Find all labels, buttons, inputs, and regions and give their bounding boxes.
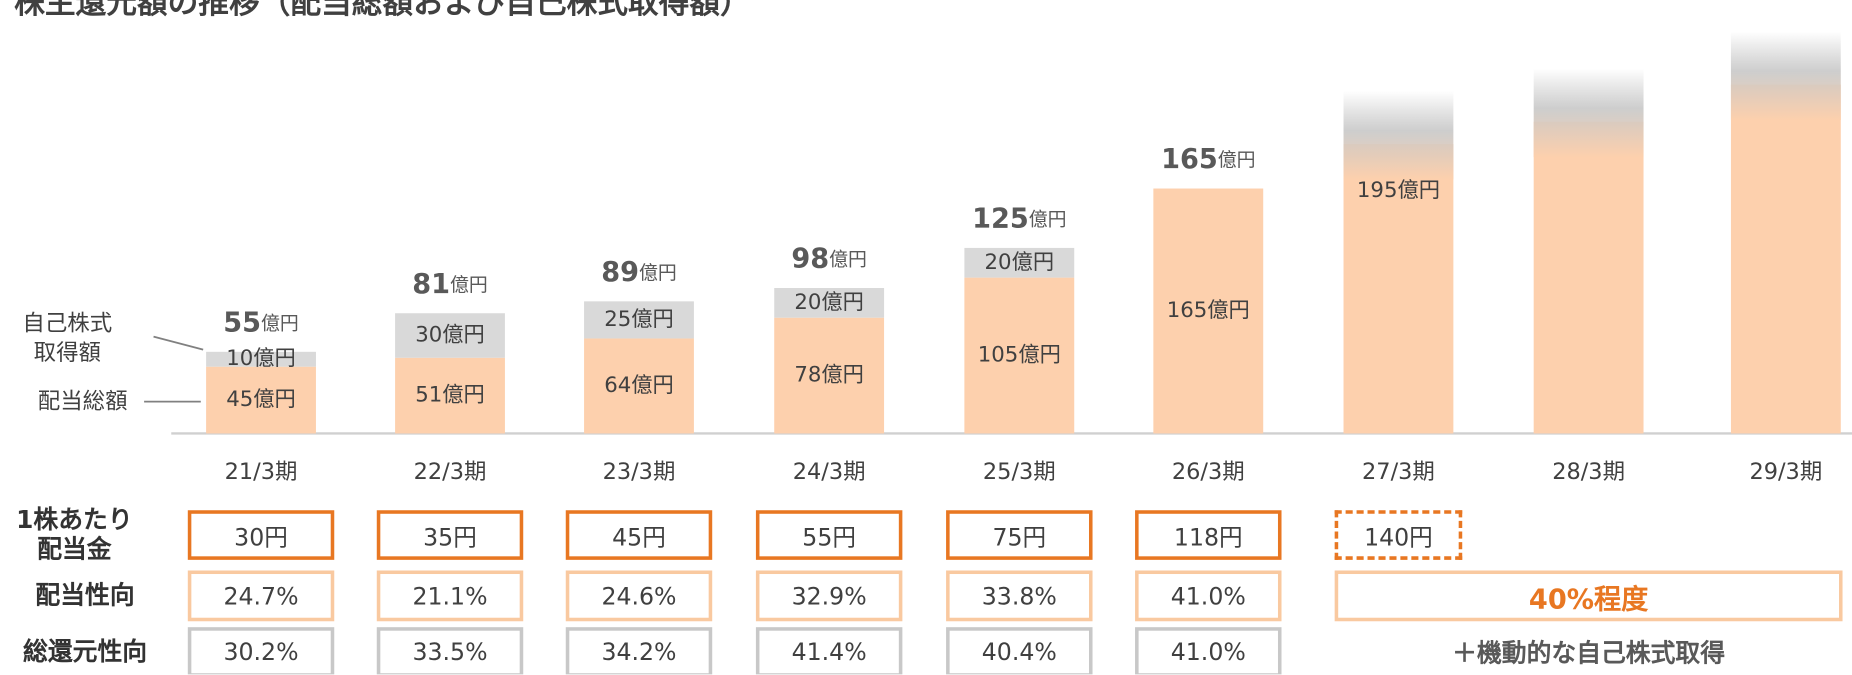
annotation: 自己株式取得額 (22, 310, 113, 367)
table-cell: 41.4% (755, 627, 903, 675)
x-tick-label: 24/3期 (793, 459, 866, 485)
total-value: 81 (412, 268, 450, 299)
value-label: 105億円 (978, 343, 1061, 368)
x-tick-label: 25/3期 (983, 459, 1056, 485)
bar-segment (774, 287, 885, 318)
value-label: 195億円 (1357, 178, 1440, 203)
value-label: 10億円 (226, 346, 296, 371)
total-label: 98億円 (791, 243, 867, 274)
row-label: 総還元性向 (23, 637, 148, 666)
chart-title: 株主還元額の推移（配当総額および自己株式取得額） (14, 0, 751, 21)
table-cell: 41.0% (1135, 570, 1282, 622)
table-cell: 118円 (1135, 510, 1282, 560)
bar-segment (1533, 121, 1644, 434)
value-label: 30億円 (415, 322, 485, 347)
x-tick-label: 28/3期 (1552, 459, 1625, 485)
x-tick-label: 23/3期 (603, 459, 676, 485)
table-cell: 24.6% (565, 570, 713, 622)
total-value: 98 (791, 243, 829, 274)
bar-segment (1153, 188, 1264, 434)
bar-segment (584, 338, 694, 434)
total-value: 55 (223, 307, 261, 338)
table-cell: 33.8% (946, 570, 1093, 622)
table-cell: 55円 (755, 510, 903, 560)
value-label: 45億円 (226, 387, 296, 412)
value-label: 25億円 (604, 307, 674, 332)
bar-segment (395, 313, 505, 358)
projection-fade (1343, 90, 1454, 180)
bar-segment (1730, 84, 1841, 434)
table-cell: 75円 (946, 510, 1093, 560)
bar-segment (395, 357, 505, 434)
table-note: ＋機動的な自己株式取得 (1452, 638, 1726, 668)
total-label: 55億円 (223, 307, 299, 338)
x-tick-label: 27/3期 (1362, 459, 1435, 485)
table-note: 40%程度 (1334, 570, 1843, 622)
value-label: 165億円 (1167, 298, 1250, 323)
x-tick-label: 21/3期 (225, 459, 298, 485)
total-unit: 億円 (639, 262, 677, 284)
table-cell: 33.5% (376, 627, 524, 675)
bar-segment (206, 351, 316, 367)
total-value: 125 (972, 203, 1029, 234)
table-cell: 45円 (565, 510, 713, 560)
value-label: 20億円 (985, 250, 1055, 275)
value-label: 64億円 (604, 373, 674, 398)
x-tick-label: 29/3期 (1749, 459, 1822, 485)
table-cell: 32.9% (755, 570, 903, 622)
table-cell: 30.2% (187, 627, 335, 675)
value-label: 20億円 (794, 290, 864, 315)
table-cell: 34.2% (565, 627, 713, 675)
total-unit: 億円 (1029, 208, 1067, 230)
x-tick-label: 26/3期 (1172, 459, 1245, 485)
x-tick-label: 22/3期 (414, 459, 487, 485)
total-label: 125億円 (972, 203, 1066, 234)
total-unit: 億円 (829, 248, 867, 270)
total-unit: 億円 (1218, 149, 1256, 171)
total-value: 165 (1161, 144, 1218, 175)
bar-segment (774, 317, 885, 434)
total-value: 89 (601, 257, 639, 288)
total-label: 89億円 (601, 257, 677, 288)
total-label: 165億円 (1161, 144, 1255, 175)
total-unit: 億円 (261, 312, 299, 334)
bar-segment (964, 277, 1075, 434)
row-label: 配当性向 (35, 581, 135, 610)
projection-fade (1533, 68, 1644, 158)
bar-segment (584, 301, 694, 339)
table-cell: 35円 (376, 510, 524, 560)
table-cell: 21.1% (376, 570, 524, 622)
value-label: 78億円 (794, 363, 864, 388)
table-cell: 41.0% (1135, 627, 1282, 675)
table-cell: 30円 (187, 510, 335, 560)
leader-line (153, 335, 204, 351)
table-cell: 24.7% (187, 570, 335, 622)
value-label: 51億円 (415, 383, 485, 408)
table-cell: 40.4% (946, 627, 1093, 675)
total-unit: 億円 (450, 273, 488, 295)
bar-segment (206, 366, 316, 434)
annotation: 配当総額 (37, 388, 128, 415)
total-label: 81億円 (412, 268, 488, 299)
table-cell: 140円 (1334, 510, 1463, 560)
projection-fade (1730, 31, 1841, 121)
bar-segment (1343, 143, 1454, 434)
bar-segment (964, 247, 1075, 278)
row-label: 1株あたり配当金 (16, 505, 133, 564)
